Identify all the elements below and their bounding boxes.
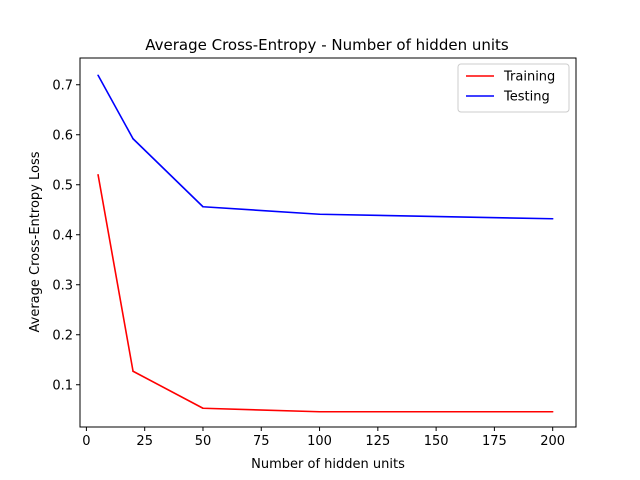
- data-point-training-4: [551, 410, 554, 413]
- legend: Training Testing: [457, 63, 570, 113]
- y-tick-label: 0.6: [52, 128, 73, 143]
- y-tick-label: 0.7: [52, 78, 73, 93]
- legend-label-testing: Testing: [503, 90, 550, 105]
- data-point-training-3: [318, 410, 321, 413]
- x-axis-label: Number of hidden units: [251, 457, 405, 472]
- series-line-training: [97, 174, 553, 413]
- data-point-testing-1: [132, 137, 134, 140]
- x-tick-label: 175: [482, 434, 507, 449]
- x-tick-label: 50: [195, 434, 212, 449]
- data-point-testing-0: [97, 74, 99, 77]
- x-tick-label: 0: [82, 434, 90, 449]
- data-point-testing-2: [202, 205, 204, 208]
- data-point-testing-4: [551, 217, 554, 220]
- y-tick-label: 0.2: [52, 328, 73, 343]
- y-tick-label: 0.1: [52, 378, 73, 393]
- x-tick-label: 125: [365, 434, 390, 449]
- y-tick-label: 0.5: [52, 178, 73, 193]
- data-point-training-1: [132, 370, 134, 373]
- x-tick-label: 150: [424, 434, 449, 449]
- data-point-training-0: [97, 173, 99, 176]
- x-tick-label: 25: [136, 434, 153, 449]
- chart-title: Average Cross-Entropy - Number of hidden…: [145, 36, 509, 54]
- data-point-training-2: [202, 407, 204, 410]
- x-tick-label: 100: [307, 434, 332, 449]
- legend-label-training: Training: [503, 70, 555, 85]
- plot-area-frame: [79, 57, 577, 428]
- y-tick-label: 0.3: [52, 278, 73, 293]
- y-axis-label: Average Cross-Entropy Loss: [28, 151, 43, 332]
- x-tick-label: 200: [540, 434, 565, 449]
- x-tick-label: 75: [253, 434, 270, 449]
- data-point-testing-3: [318, 213, 321, 216]
- y-tick-label: 0.4: [52, 228, 73, 243]
